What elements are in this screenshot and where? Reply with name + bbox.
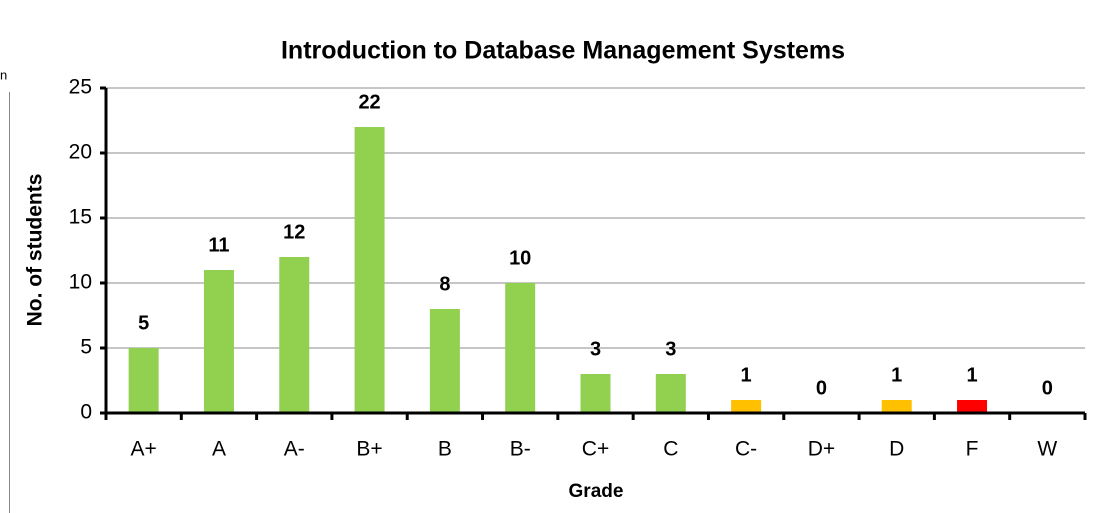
y-tick-label: 0: [80, 401, 92, 424]
chart-title: Introduction to Database Management Syst…: [281, 37, 845, 65]
x-tick-label: C: [663, 438, 678, 461]
bar: [354, 127, 385, 413]
value-label: 1: [966, 364, 977, 386]
value-label: 8: [439, 273, 450, 295]
y-tick-label: 15: [69, 206, 92, 229]
value-label: 10: [509, 247, 531, 269]
value-label: 5: [138, 312, 149, 334]
x-tick-label: C-: [735, 438, 757, 461]
y-axis-label: No. of students: [24, 174, 47, 327]
value-label: 1: [891, 364, 902, 386]
value-label: 12: [283, 221, 305, 243]
bar: [505, 283, 536, 413]
bar: [957, 400, 988, 413]
value-label: 1: [741, 364, 752, 386]
bar: [128, 348, 159, 413]
y-tick-label: 25: [69, 76, 92, 99]
bar: [429, 309, 460, 413]
x-tick-label: B+: [356, 438, 382, 461]
y-tick-label: 5: [80, 336, 92, 359]
x-tick-label: A: [212, 438, 226, 461]
y-tick-label: 20: [69, 141, 92, 164]
bar: [655, 374, 686, 413]
value-label: 11: [208, 234, 229, 256]
value-label: 3: [665, 338, 676, 360]
y-tick-label: 10: [69, 271, 92, 294]
bar: [731, 400, 762, 413]
bar: [580, 374, 611, 413]
value-label: 0: [816, 377, 827, 399]
x-tick-label: B: [438, 438, 452, 461]
x-axis-label: Grade: [569, 481, 624, 502]
x-tick-label: D+: [808, 438, 835, 461]
x-tick-label: C+: [582, 438, 609, 461]
annotation: n: [0, 67, 7, 82]
x-tick-label: W: [1037, 438, 1057, 461]
bar: [279, 257, 310, 413]
bar: [881, 400, 912, 413]
bar: [203, 270, 234, 413]
x-tick-label: F: [966, 438, 979, 461]
x-tick-label: A-: [284, 438, 305, 461]
value-label: 3: [590, 338, 601, 360]
x-tick-label: A+: [131, 438, 157, 461]
x-tick-label: D: [889, 438, 904, 461]
value-label: 0: [1042, 377, 1053, 399]
value-label: 22: [358, 91, 380, 113]
x-tick-label: B-: [510, 438, 531, 461]
